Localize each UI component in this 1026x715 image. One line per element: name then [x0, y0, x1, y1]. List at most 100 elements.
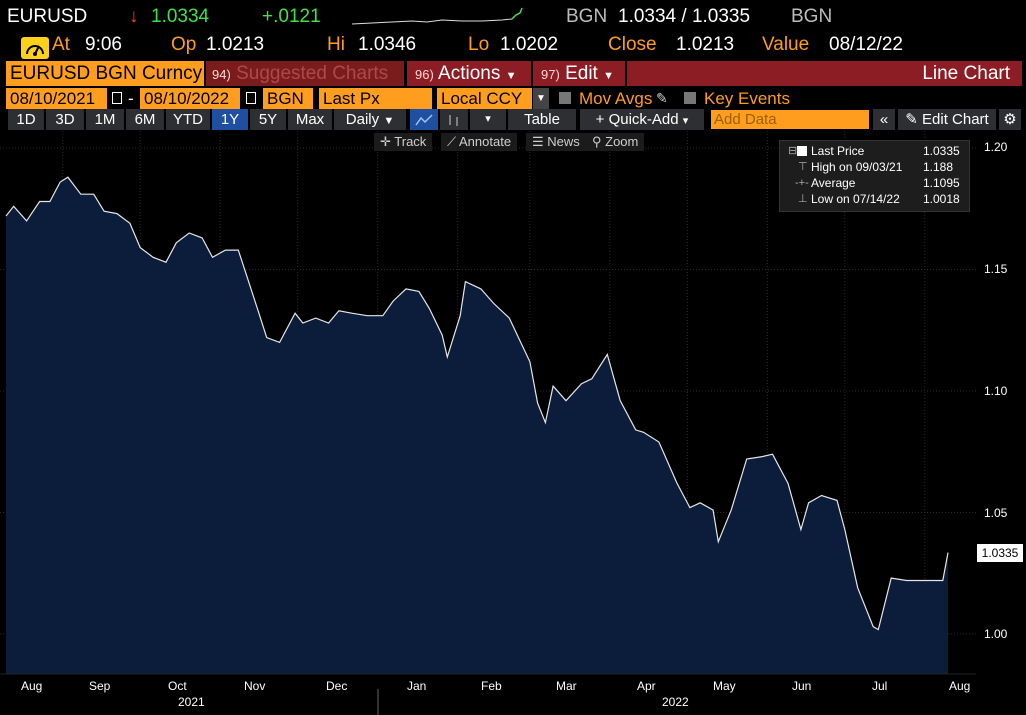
close-value: 1.0213: [676, 34, 735, 55]
y-tick: 1.15: [984, 262, 1008, 276]
x-tick: Apr: [637, 679, 656, 693]
caret-down-icon: ▼: [505, 70, 517, 82]
at-label: At: [52, 34, 70, 55]
value-date: 08/12/22: [829, 34, 903, 55]
pencil-icon: ✎: [905, 111, 918, 128]
period-ytd[interactable]: YTD: [166, 109, 210, 130]
collapse-icon[interactable]: «: [873, 109, 895, 130]
field-selector[interactable]: Last Px: [319, 88, 432, 109]
net-change: +.0121: [262, 6, 321, 27]
edit-chart-button[interactable]: ✎ Edit Chart: [898, 109, 996, 130]
end-date-field[interactable]: 08/10/2022: [140, 88, 240, 109]
caret-down-icon: ▾: [682, 115, 689, 127]
average-marker-icon: -+-: [795, 177, 809, 189]
date-separator: -: [128, 89, 134, 108]
legend-low: ⊥ Low on 07/14/22 1.0018: [780, 191, 969, 207]
chart-legend[interactable]: ⊟ Last Price 1.0335 ⊤ High on 09/03/21 1…: [779, 140, 970, 212]
ask-source: BGN: [791, 6, 833, 27]
edit-label: Edit: [565, 63, 598, 84]
open-label: Op: [171, 34, 197, 55]
calendar-icon[interactable]: [112, 92, 122, 104]
price-area: [6, 177, 948, 674]
caret-down-icon: ▼: [603, 70, 614, 82]
edit-chart-label: Edit Chart: [922, 111, 989, 128]
legend-last-label: Last Price: [811, 144, 865, 158]
security-field[interactable]: EURUSD BGN Curncy: [6, 61, 204, 86]
intraday-sparkline: [352, 7, 523, 25]
suggested-charts-button[interactable]: 94) Suggested Charts: [206, 61, 404, 86]
x-tick: Oct: [168, 679, 187, 693]
low-marker-icon: ⊥: [798, 193, 808, 205]
gear-icon[interactable]: ⚙: [999, 109, 1021, 130]
mov-avgs-label: Mov Avgs: [579, 89, 653, 108]
news-label: News: [547, 134, 580, 149]
y-tick: 1.20: [984, 140, 1008, 154]
period-6m[interactable]: 6M: [126, 109, 164, 130]
quick-add-button[interactable]: + Quick-Add ▾: [580, 109, 704, 130]
last-price-tag: 1.0335: [977, 544, 1023, 562]
year-label: 2022: [662, 695, 689, 709]
speedometer-icon[interactable]: [21, 37, 49, 59]
y-tick: 1.05: [984, 506, 1008, 520]
series-swatch: [797, 146, 807, 156]
collapse-box-icon: ⊟: [788, 145, 798, 157]
zoom-button[interactable]: ⚲ Zoom: [586, 133, 645, 151]
chart-type-dropdown-icon[interactable]: ▾: [470, 109, 506, 130]
caret-down-icon: ▼: [383, 115, 395, 127]
legend-average-label: Average: [811, 176, 856, 190]
x-tick: Jul: [872, 679, 888, 693]
frequency-selector[interactable]: Daily ▼: [334, 109, 406, 130]
legend-average: -+- Average 1.1095: [780, 175, 969, 191]
y-tick: 1.00: [984, 627, 1008, 641]
currency-dropdown-icon[interactable]: ▼: [533, 88, 549, 109]
price-chart[interactable]: [0, 131, 1026, 715]
calendar-icon[interactable]: [246, 92, 256, 104]
period-1d[interactable]: 1D: [8, 109, 44, 130]
key-events-label: Key Events: [704, 89, 790, 108]
high-marker-icon: ⊤: [798, 161, 808, 173]
track-label: Track: [394, 134, 427, 149]
add-data-input[interactable]: [711, 110, 869, 129]
low-value: 1.0202: [500, 34, 559, 55]
down-arrow-icon: ↓: [129, 6, 139, 27]
legend-low-value: 1.0018: [923, 192, 960, 206]
legend-last: ⊟ Last Price 1.0335: [780, 143, 969, 159]
suggested-number: 94): [212, 67, 231, 82]
source-field[interactable]: BGN: [263, 88, 313, 109]
period-3d[interactable]: 3D: [46, 109, 84, 130]
frequency-label: Daily: [345, 111, 380, 128]
mov-avgs-checkbox[interactable]: [559, 92, 571, 104]
legend-low-label: Low on 07/14/22: [811, 192, 900, 206]
period-max[interactable]: Max: [288, 109, 332, 130]
actions-number: 96): [415, 67, 434, 82]
start-date-field[interactable]: 08/10/2021: [6, 88, 107, 109]
track-button[interactable]: ✛ Track: [374, 133, 433, 151]
at-value: 9:06: [85, 34, 122, 55]
bid-source: BGN: [566, 6, 608, 27]
year-label: 2021: [178, 695, 205, 709]
quick-add-label: Quick-Add: [608, 111, 679, 128]
table-button[interactable]: Table: [508, 109, 576, 130]
period-1y[interactable]: 1Y: [212, 109, 248, 130]
last-price: 1.0334: [151, 6, 210, 27]
chart-type-title: Line Chart: [627, 61, 1022, 86]
edit-number: 97): [541, 67, 560, 82]
currency-selector[interactable]: Local CCY: [437, 88, 532, 109]
bid-ask: 1.0334 / 1.0335: [618, 6, 751, 27]
bar-chart-icon[interactable]: [440, 109, 468, 130]
period-5y[interactable]: 5Y: [250, 109, 286, 130]
x-tick: Dec: [326, 679, 348, 693]
x-tick: Jun: [792, 679, 812, 693]
settings-bar: 08/10/2021 - 08/10/2022 BGN Last Px Loca…: [0, 88, 1026, 109]
annotate-button[interactable]: ⟋ Annotate: [441, 133, 518, 151]
line-chart-icon[interactable]: [410, 109, 438, 130]
actions-menu[interactable]: 96) Actions ▼: [407, 61, 531, 86]
news-button[interactable]: ☰ News: [526, 133, 586, 151]
high-label: Hi: [327, 34, 345, 55]
edit-menu[interactable]: 97) Edit ▼: [533, 61, 625, 86]
close-label: Close: [608, 34, 657, 55]
period-1m[interactable]: 1M: [86, 109, 124, 130]
pencil-icon[interactable]: ✎: [656, 90, 668, 106]
key-events-checkbox[interactable]: [684, 92, 696, 104]
x-tick: Aug: [949, 679, 971, 693]
